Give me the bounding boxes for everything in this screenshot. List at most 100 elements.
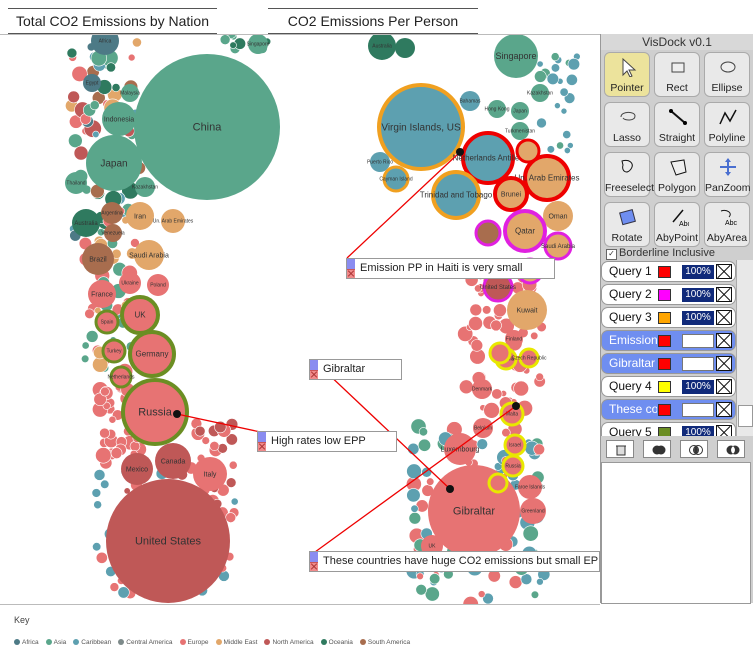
bubble-per-person[interactable]	[511, 122, 529, 140]
small-bubble[interactable]	[229, 41, 237, 49]
small-bubble[interactable]	[92, 542, 102, 552]
annotation-close-icon[interactable]	[347, 269, 355, 278]
query-color-swatch[interactable]	[658, 404, 671, 416]
query-color-swatch[interactable]	[658, 358, 671, 370]
small-bubble[interactable]	[536, 60, 544, 68]
small-bubble[interactable]	[522, 525, 539, 542]
bubble-total[interactable]	[155, 443, 191, 479]
small-bubble[interactable]	[84, 308, 95, 319]
small-bubble[interactable]	[429, 573, 441, 585]
small-bubble[interactable]	[493, 303, 507, 318]
small-bubble[interactable]	[230, 497, 239, 506]
small-bubble[interactable]	[225, 477, 237, 488]
small-bubble[interactable]	[469, 303, 483, 317]
small-bubble[interactable]	[530, 331, 539, 340]
query-item[interactable]: Query 4 100%	[601, 376, 736, 397]
small-bubble[interactable]	[546, 72, 559, 86]
small-bubble[interactable]	[483, 402, 500, 419]
bubble-total[interactable]	[104, 224, 122, 242]
bubble-chart-canvas[interactable]: China Japan Indonesia Malaysia Egypt Thailand…	[0, 34, 600, 605]
query-opacity-field[interactable]	[682, 403, 714, 417]
small-bubble[interactable]	[410, 504, 419, 513]
bubble-per-person[interactable]	[543, 201, 573, 231]
query-remove-icon[interactable]	[716, 356, 732, 371]
query-opacity-field[interactable]: 100%	[682, 380, 714, 394]
annotation-close-icon[interactable]	[310, 370, 318, 379]
small-bubble[interactable]	[567, 57, 581, 71]
bubble-total[interactable]	[121, 84, 139, 102]
query-name[interactable]: These countries	[609, 402, 657, 416]
small-bubble[interactable]	[111, 83, 121, 92]
query-color-swatch[interactable]	[658, 335, 671, 347]
tool-straight[interactable]: Straight	[654, 102, 700, 147]
small-bubble[interactable]	[225, 512, 237, 523]
query-opacity-field[interactable]: 100%	[682, 426, 714, 436]
bubble-total[interactable]	[88, 280, 116, 308]
query-item[interactable]: Query 1 100%	[601, 261, 736, 282]
small-bubble[interactable]	[468, 316, 483, 331]
bubble-per-person[interactable]	[487, 472, 509, 494]
xor-button[interactable]	[717, 440, 745, 458]
small-bubble[interactable]	[562, 130, 572, 140]
small-bubble[interactable]	[474, 284, 483, 293]
small-bubble[interactable]	[71, 65, 88, 82]
bubble-per-person[interactable]	[460, 91, 480, 111]
tool-freeselect[interactable]: Freeselect	[604, 152, 654, 197]
annotation-close-icon[interactable]	[258, 442, 266, 451]
bubble-total[interactable]	[91, 35, 119, 55]
bubble-per-person[interactable]	[523, 154, 571, 202]
small-bubble[interactable]	[95, 447, 112, 464]
small-bubble[interactable]	[106, 62, 116, 73]
small-bubble[interactable]	[67, 90, 80, 104]
small-bubble[interactable]	[560, 107, 568, 115]
small-bubble[interactable]	[127, 53, 136, 62]
bubble-per-person[interactable]	[472, 379, 492, 399]
bubble-total[interactable]	[86, 135, 142, 191]
small-bubble[interactable]	[491, 388, 503, 400]
small-bubble[interactable]	[408, 512, 422, 525]
bubble-total[interactable]	[193, 457, 227, 491]
bubble-total[interactable]	[161, 209, 185, 233]
query-item[interactable]: Emission PP	[601, 330, 736, 351]
small-bubble[interactable]	[534, 70, 547, 83]
bubble-total[interactable]	[135, 177, 155, 197]
query-color-swatch[interactable]	[658, 289, 671, 301]
bubble-total[interactable]	[134, 240, 164, 270]
small-bubble[interactable]	[73, 145, 89, 161]
bubble-total[interactable]	[65, 172, 87, 194]
small-bubble[interactable]	[92, 130, 100, 138]
bubble-total[interactable]	[134, 54, 280, 200]
bubble-per-person[interactable]	[370, 152, 390, 172]
query-remove-icon[interactable]	[716, 264, 732, 279]
query-remove-icon[interactable]	[716, 402, 732, 417]
small-bubble[interactable]	[550, 63, 561, 73]
annotation-anchor[interactable]	[512, 402, 520, 410]
small-bubble[interactable]	[100, 386, 110, 397]
annotation-haiti[interactable]: Emission PP in Haiti is very small	[346, 258, 555, 279]
bubble-per-person[interactable]	[511, 102, 529, 120]
query-item[interactable]: These countries	[601, 399, 736, 420]
bubble-total[interactable]	[72, 209, 100, 237]
small-bubble[interactable]	[228, 460, 238, 470]
bubble-chart-svg[interactable]: China Japan Indonesia Malaysia Egypt Thailand…	[0, 35, 600, 604]
query-name[interactable]: Emission PP	[609, 333, 657, 347]
small-bubble[interactable]	[81, 341, 90, 350]
borderline-inclusive-toggle[interactable]: ✓ Borderline Inclusive	[601, 246, 751, 261]
small-bubble[interactable]	[417, 438, 431, 452]
bubble-total[interactable]	[119, 272, 141, 294]
small-bubble[interactable]	[219, 35, 231, 45]
tool-rotate[interactable]: Rotate	[604, 202, 650, 247]
bubble-per-person[interactable]	[531, 84, 549, 102]
bubble-per-person[interactable]	[507, 290, 547, 330]
small-bubble[interactable]	[132, 37, 142, 48]
small-bubble[interactable]	[533, 443, 545, 456]
bubble-per-person[interactable]	[488, 341, 512, 365]
small-bubble[interactable]	[201, 436, 210, 445]
trash-button[interactable]	[606, 440, 634, 458]
small-bubble[interactable]	[477, 590, 486, 598]
query-opacity-field[interactable]: 100%	[682, 288, 714, 302]
annotation-drag-handle[interactable]	[310, 360, 318, 371]
bubble-total[interactable]	[109, 365, 133, 389]
query-remove-icon[interactable]	[716, 310, 732, 325]
query-name[interactable]: Query 3	[609, 310, 652, 324]
